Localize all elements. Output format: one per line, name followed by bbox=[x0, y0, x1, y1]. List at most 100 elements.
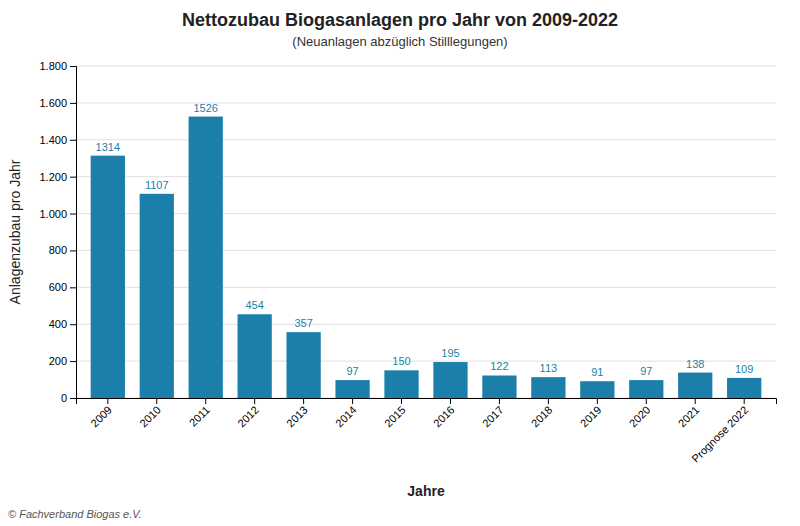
x-tick: 2012 bbox=[235, 398, 261, 429]
x-tick: 2011 bbox=[187, 398, 212, 429]
y-axis: 02004006008001.0001.2001.4001.6001.800 bbox=[39, 60, 76, 404]
data-label: 1526 bbox=[193, 102, 217, 114]
y-tick-label: 1.600 bbox=[39, 97, 67, 109]
y-tick-mark bbox=[70, 66, 76, 67]
grid-line bbox=[76, 176, 776, 177]
y-axis-title: Anlagenzubau pro Jahr bbox=[7, 159, 23, 304]
x-tick-mark bbox=[548, 398, 549, 404]
chart: Nettozubau Biogasanlagen pro Jahr von 20… bbox=[0, 0, 800, 526]
y-tick-mark bbox=[70, 177, 76, 178]
data-label: 454 bbox=[245, 299, 263, 311]
bar bbox=[629, 380, 663, 398]
x-tick-mark bbox=[450, 398, 451, 404]
bar bbox=[286, 332, 320, 398]
grid-line bbox=[76, 66, 776, 67]
y-tick: 0 bbox=[61, 392, 76, 404]
x-tick-mark bbox=[744, 398, 745, 404]
y-tick-mark bbox=[70, 324, 76, 325]
x-tick: 2010 bbox=[137, 398, 163, 429]
x-tick-label: Prognose 2022 bbox=[689, 404, 750, 465]
y-tick-mark bbox=[70, 398, 76, 399]
y-tick: 1.200 bbox=[39, 171, 76, 183]
x-tick-label: 2012 bbox=[235, 404, 261, 430]
x-tick-mark bbox=[303, 398, 304, 404]
bar bbox=[580, 381, 614, 398]
bar bbox=[91, 156, 125, 398]
grid-line bbox=[76, 102, 776, 103]
data-label: 109 bbox=[735, 363, 753, 375]
y-tick-label: 1.200 bbox=[39, 171, 67, 183]
x-tick: Prognose 2022 bbox=[689, 398, 750, 465]
y-tick-mark bbox=[70, 287, 76, 288]
x-tick-mark bbox=[254, 398, 255, 404]
bar bbox=[727, 378, 761, 398]
x-tick-label: 2010 bbox=[137, 404, 163, 430]
x-tick-label: 2020 bbox=[627, 404, 653, 430]
y-tick-mark bbox=[70, 214, 76, 215]
bar bbox=[678, 373, 712, 398]
y-tick: 1.800 bbox=[39, 60, 76, 72]
data-labels: 1314110715264543579715019512211391971381… bbox=[96, 102, 754, 379]
data-label: 91 bbox=[591, 366, 603, 378]
data-label: 97 bbox=[640, 365, 652, 377]
y-tick-label: 0 bbox=[61, 392, 67, 404]
data-label: 150 bbox=[392, 355, 410, 367]
y-tick: 1.000 bbox=[39, 208, 76, 220]
x-tick-label: 2011 bbox=[187, 404, 212, 429]
bar bbox=[140, 194, 174, 398]
data-label: 1107 bbox=[145, 179, 169, 191]
x-tick: 2015 bbox=[382, 398, 408, 429]
x-tick-mark bbox=[597, 398, 598, 404]
x-tick-label: 2016 bbox=[431, 404, 457, 430]
grid-line bbox=[76, 324, 776, 325]
data-label: 357 bbox=[294, 317, 312, 329]
y-tick-mark bbox=[70, 361, 76, 362]
x-tick-label: 2015 bbox=[382, 404, 408, 430]
grid-line bbox=[76, 287, 776, 288]
x-tick-mark bbox=[695, 398, 696, 404]
y-tick: 1.600 bbox=[39, 97, 76, 109]
y-tick-mark bbox=[70, 250, 76, 251]
bar bbox=[482, 375, 516, 398]
bar bbox=[335, 380, 369, 398]
x-axis-title: Jahre bbox=[407, 483, 445, 499]
x-tick: 2021 bbox=[676, 398, 702, 429]
bars bbox=[91, 117, 762, 398]
x-tick-label: 2021 bbox=[676, 404, 702, 430]
bar bbox=[531, 377, 565, 398]
x-tick: 2018 bbox=[529, 398, 555, 429]
y-tick-mark bbox=[70, 103, 76, 104]
x-tick: 2013 bbox=[284, 398, 310, 429]
x-tick-mark bbox=[205, 398, 206, 404]
x-axis: 2009 2010 2011 2012 2013 2014 2015 2016 2017 2018… bbox=[77, 398, 777, 465]
x-tick-mark bbox=[646, 398, 647, 404]
x-tick: 2017 bbox=[480, 398, 506, 429]
x-tick-label: 2017 bbox=[480, 404, 506, 430]
x-tick-label: 2014 bbox=[333, 404, 359, 430]
x-axis-line bbox=[77, 399, 777, 405]
x-tick: 2009 bbox=[88, 398, 114, 429]
grid-line bbox=[76, 213, 776, 214]
subtitle: (Neuanlagen abzüglich Stilllegungen) bbox=[292, 34, 507, 49]
y-tick: 1.400 bbox=[39, 134, 76, 146]
bar bbox=[384, 370, 418, 398]
y-tick-label: 200 bbox=[49, 355, 67, 367]
data-label: 122 bbox=[490, 360, 508, 372]
data-label: 97 bbox=[346, 365, 358, 377]
data-label: 1314 bbox=[96, 141, 120, 153]
x-tick: 2016 bbox=[431, 398, 457, 429]
data-label: 138 bbox=[686, 358, 704, 370]
x-tick-mark bbox=[401, 398, 402, 404]
x-tick-label: 2019 bbox=[578, 404, 604, 430]
footnote: © Fachverband Biogas e.V. bbox=[8, 508, 142, 520]
y-tick-label: 1.000 bbox=[39, 208, 67, 220]
x-tick: 2019 bbox=[578, 398, 604, 429]
y-tick-label: 800 bbox=[49, 244, 67, 256]
x-tick-mark bbox=[107, 398, 108, 404]
y-tick-label: 1.800 bbox=[39, 60, 67, 72]
x-tick-label: 2013 bbox=[284, 404, 310, 430]
grid-line bbox=[76, 250, 776, 251]
x-tick-mark bbox=[156, 398, 157, 404]
bar bbox=[238, 314, 272, 398]
plot: 1314110715264543579715019512211391971381… bbox=[39, 60, 776, 465]
